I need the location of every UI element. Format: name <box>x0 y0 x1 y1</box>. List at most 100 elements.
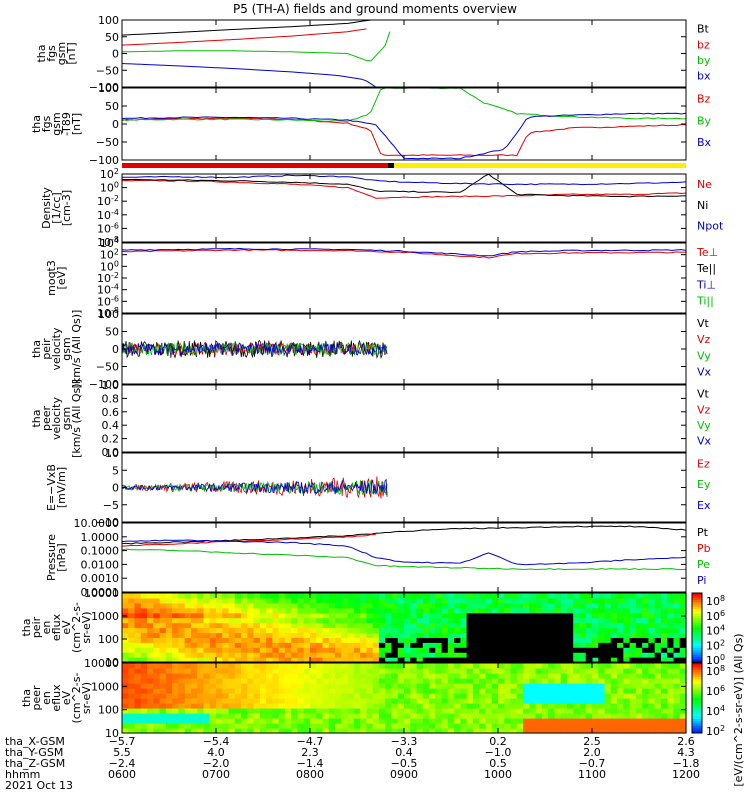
spectrogram-cell <box>303 673 311 679</box>
spectrogram-cell <box>216 637 223 643</box>
spectrogram-cell <box>147 708 154 714</box>
colorbar-cell <box>692 686 702 690</box>
spectrogram-cell <box>573 668 581 674</box>
spectrogram-cell <box>360 607 367 614</box>
spectrogram-cell <box>228 637 236 643</box>
colorbar-cell <box>692 695 702 699</box>
spectrogram-cell <box>122 693 129 699</box>
spectrogram-cell <box>291 698 299 704</box>
spectrogram-cell <box>303 607 311 614</box>
spectrogram-cell <box>410 693 418 699</box>
spectrogram-cell <box>523 593 530 599</box>
spectrogram-cell <box>353 693 361 699</box>
spectrogram-cell <box>679 637 687 643</box>
colorbar-cell <box>692 681 702 685</box>
spectrogram-cell <box>604 617 612 624</box>
spectrogram-cell <box>134 597 142 604</box>
spectrogram-cell <box>122 597 129 604</box>
spectrogram-cell <box>585 617 593 624</box>
spectrogram-cell <box>598 627 606 634</box>
panel-frame <box>121 242 687 314</box>
xaxis-row-value: 2.3 <box>301 746 319 759</box>
spectrogram-cell <box>560 627 568 634</box>
spectrogram-cell <box>391 597 399 604</box>
spectrogram-cell <box>560 597 568 604</box>
spectrogram-cell <box>485 593 493 599</box>
spectrogram-cell <box>322 657 330 663</box>
spectrogram-cell <box>366 622 374 629</box>
y-tick-label: 0 <box>112 343 119 356</box>
spectrogram-cell <box>353 593 361 599</box>
spectrogram-cell <box>316 693 324 699</box>
spectrogram-cell <box>222 668 230 674</box>
spectrogram-cell <box>617 718 624 724</box>
spectrogram-cell <box>416 723 424 729</box>
spectrogram-cell <box>541 637 549 643</box>
spectrogram-cell <box>140 593 148 599</box>
spectrogram-cell <box>297 593 305 599</box>
spectrogram-cell <box>460 698 468 704</box>
spectrogram-cell <box>228 652 236 658</box>
spectrogram-cell <box>366 728 374 734</box>
spectrogram-cell <box>566 683 574 689</box>
spectrogram-cell <box>429 728 436 734</box>
spectrogram-cell <box>159 693 167 699</box>
spectrogram-cell <box>259 683 267 689</box>
spectrogram-cell <box>234 728 242 734</box>
series-Bz-line <box>121 117 687 157</box>
xaxis-row-value: −0.7 <box>579 757 606 770</box>
spectrogram-cell <box>460 637 468 643</box>
legend-entry: Vz <box>697 403 711 416</box>
spectrogram-cell <box>566 632 574 638</box>
spectrogram-cell <box>291 693 299 699</box>
spectrogram-cell <box>284 703 292 709</box>
spectrogram-cell <box>592 703 599 709</box>
spectrogram-cell <box>184 602 192 609</box>
spectrogram-cell <box>347 713 355 719</box>
spectrogram-cell <box>429 637 436 643</box>
spectrogram-cell <box>272 728 280 734</box>
spectrogram-cell <box>297 713 305 719</box>
spectrogram-cell <box>134 693 142 699</box>
spectrogram-cell <box>190 663 198 669</box>
spectrogram-cell <box>560 632 568 638</box>
spectrogram-cell <box>172 703 179 709</box>
y-tick-label: 10-6 <box>97 221 119 235</box>
spectrogram-cell <box>341 678 349 684</box>
spectrogram-cell <box>253 602 261 609</box>
spectrogram-cell <box>466 663 474 669</box>
spectrogram-cell <box>172 617 179 624</box>
spectrogram-cell <box>184 718 192 724</box>
spectrogram-cell <box>479 693 487 699</box>
spectrogram-cell <box>147 593 154 599</box>
spectrogram-cell <box>541 602 549 609</box>
spectrogram-cell <box>316 617 324 624</box>
spectrogram-cell <box>172 647 179 653</box>
spectrogram-cell <box>667 642 675 648</box>
spectrogram-cell <box>378 593 386 599</box>
spectrogram-cell <box>623 607 631 614</box>
spectrogram-cell <box>592 663 599 669</box>
spectrogram-cell <box>479 597 487 604</box>
spectrogram-cell <box>122 657 129 663</box>
spectrogram-cell <box>642 637 649 643</box>
colorbar-cell <box>692 595 702 599</box>
spectrogram-cell <box>247 597 255 604</box>
spectrogram-cell <box>416 657 424 663</box>
spectrogram-cell <box>498 627 505 634</box>
spectrogram-cell <box>140 673 148 679</box>
spectrogram-cell <box>128 663 136 669</box>
spectrogram-cell <box>479 617 487 624</box>
spectrogram-cell <box>667 678 675 684</box>
spectrogram-cell <box>353 607 361 614</box>
spectrogram-cell <box>341 597 349 604</box>
spectrogram-cell <box>122 708 129 714</box>
spectrogram-cell <box>610 642 618 648</box>
spectrogram-cell <box>347 632 355 638</box>
spectrogram-cell <box>153 708 161 714</box>
spectrogram-cell <box>172 693 179 699</box>
spectrogram-cell <box>554 622 562 629</box>
y-tick-label: 0.0 <box>102 446 120 459</box>
spectrogram-cell <box>548 703 555 709</box>
spectrogram-cell <box>529 713 537 719</box>
